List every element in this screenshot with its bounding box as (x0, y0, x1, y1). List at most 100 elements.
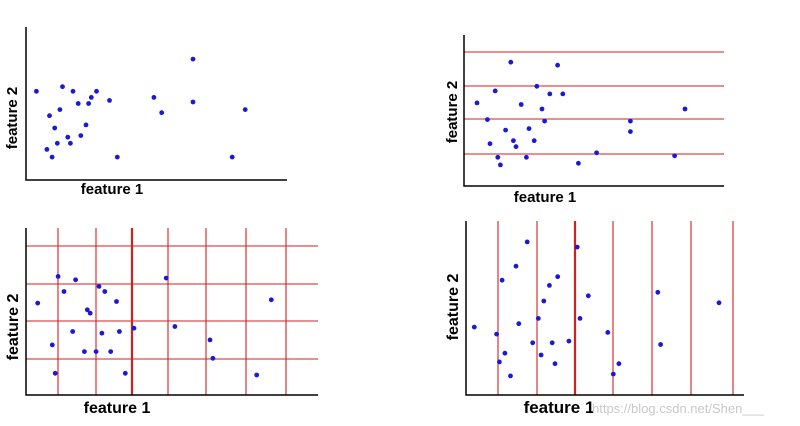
data-point (57, 107, 63, 112)
plot-axes (463, 35, 724, 187)
data-point (49, 342, 55, 348)
x-axis-label: feature 1 (514, 189, 577, 206)
data-points (35, 274, 274, 378)
data-point (585, 293, 591, 299)
data-point (495, 154, 501, 160)
data-point (88, 95, 94, 100)
data-point (513, 263, 519, 269)
data-point (474, 100, 480, 106)
data-point (268, 297, 274, 303)
data-point (73, 277, 78, 283)
data-point (35, 300, 41, 306)
data-point (560, 91, 566, 97)
data-point (94, 88, 99, 94)
data-point (34, 88, 39, 94)
plot-horizontal-partition: feature 1 feature 2 (444, 35, 724, 206)
partition-lines (464, 51, 724, 155)
data-point (151, 95, 157, 100)
x-axis-label: feature 1 (81, 181, 144, 198)
plot-vertical-partition: feature 1 feature 2 (445, 221, 744, 417)
data-point (163, 275, 169, 281)
data-point (716, 300, 722, 306)
data-point (555, 62, 560, 68)
x-axis-label: feature 1 (524, 398, 595, 417)
data-point (531, 138, 537, 144)
data-point (99, 330, 105, 336)
data-point (190, 56, 196, 62)
data-point (549, 340, 555, 346)
data-point (52, 370, 58, 376)
data-point (108, 349, 114, 354)
data-point (172, 324, 178, 329)
data-point (535, 316, 541, 321)
data-point (516, 321, 522, 327)
data-point (610, 371, 616, 377)
y-axis-label: feature 2 (445, 274, 462, 341)
data-point (547, 91, 553, 97)
data-point (86, 101, 91, 106)
data-point (616, 361, 622, 367)
data-point (159, 110, 165, 116)
data-point (672, 153, 677, 159)
data-point (107, 98, 112, 103)
data-point (594, 150, 599, 156)
data-point (60, 84, 65, 90)
plot-axes (25, 27, 287, 181)
data-point (576, 160, 581, 166)
data-point (508, 59, 514, 65)
data-point (70, 329, 76, 334)
data-point (552, 361, 558, 367)
data-point (574, 244, 580, 250)
data-point (682, 106, 688, 112)
data-point (242, 107, 248, 112)
data-point (47, 113, 52, 119)
data-point (487, 141, 493, 147)
data-point (65, 134, 71, 140)
data-point (539, 106, 545, 112)
data-point (628, 118, 633, 124)
data-point (207, 337, 213, 343)
watermark-text: https://blog.csdn.net/Shen___ (592, 401, 765, 416)
data-point (658, 342, 663, 347)
data-point (628, 129, 633, 135)
data-point (503, 127, 508, 133)
data-point (471, 324, 477, 330)
data-point (655, 289, 661, 295)
data-point (541, 298, 547, 304)
data-point (83, 122, 89, 128)
plot-no-partition: feature 1 feature 2 (4, 27, 287, 198)
data-point (499, 277, 505, 283)
data-point (530, 340, 536, 346)
data-point (497, 359, 502, 365)
data-point (498, 162, 503, 168)
data-points (34, 56, 248, 160)
data-point (538, 352, 544, 358)
data-point (577, 316, 583, 321)
data-point (526, 126, 532, 131)
data-point (84, 307, 90, 313)
data-point (82, 349, 87, 354)
data-point (93, 349, 99, 354)
data-point (494, 331, 499, 337)
data-points (474, 59, 688, 168)
partition-lines (497, 221, 734, 395)
data-point (49, 154, 55, 160)
data-point (508, 373, 513, 379)
y-axis-label: feature 2 (4, 87, 21, 150)
data-point (555, 274, 561, 280)
data-point (87, 310, 93, 316)
data-point (524, 154, 529, 160)
plot-axes (25, 228, 318, 396)
data-point (114, 154, 120, 160)
data-point (102, 289, 108, 294)
data-point (518, 102, 524, 107)
data-point (78, 133, 84, 139)
data-point (229, 154, 235, 160)
data-point (513, 144, 519, 150)
x-axis-label: feature 1 (84, 400, 151, 417)
data-point (511, 138, 516, 144)
data-point (524, 239, 530, 245)
data-point (131, 325, 137, 331)
data-point (44, 147, 50, 152)
